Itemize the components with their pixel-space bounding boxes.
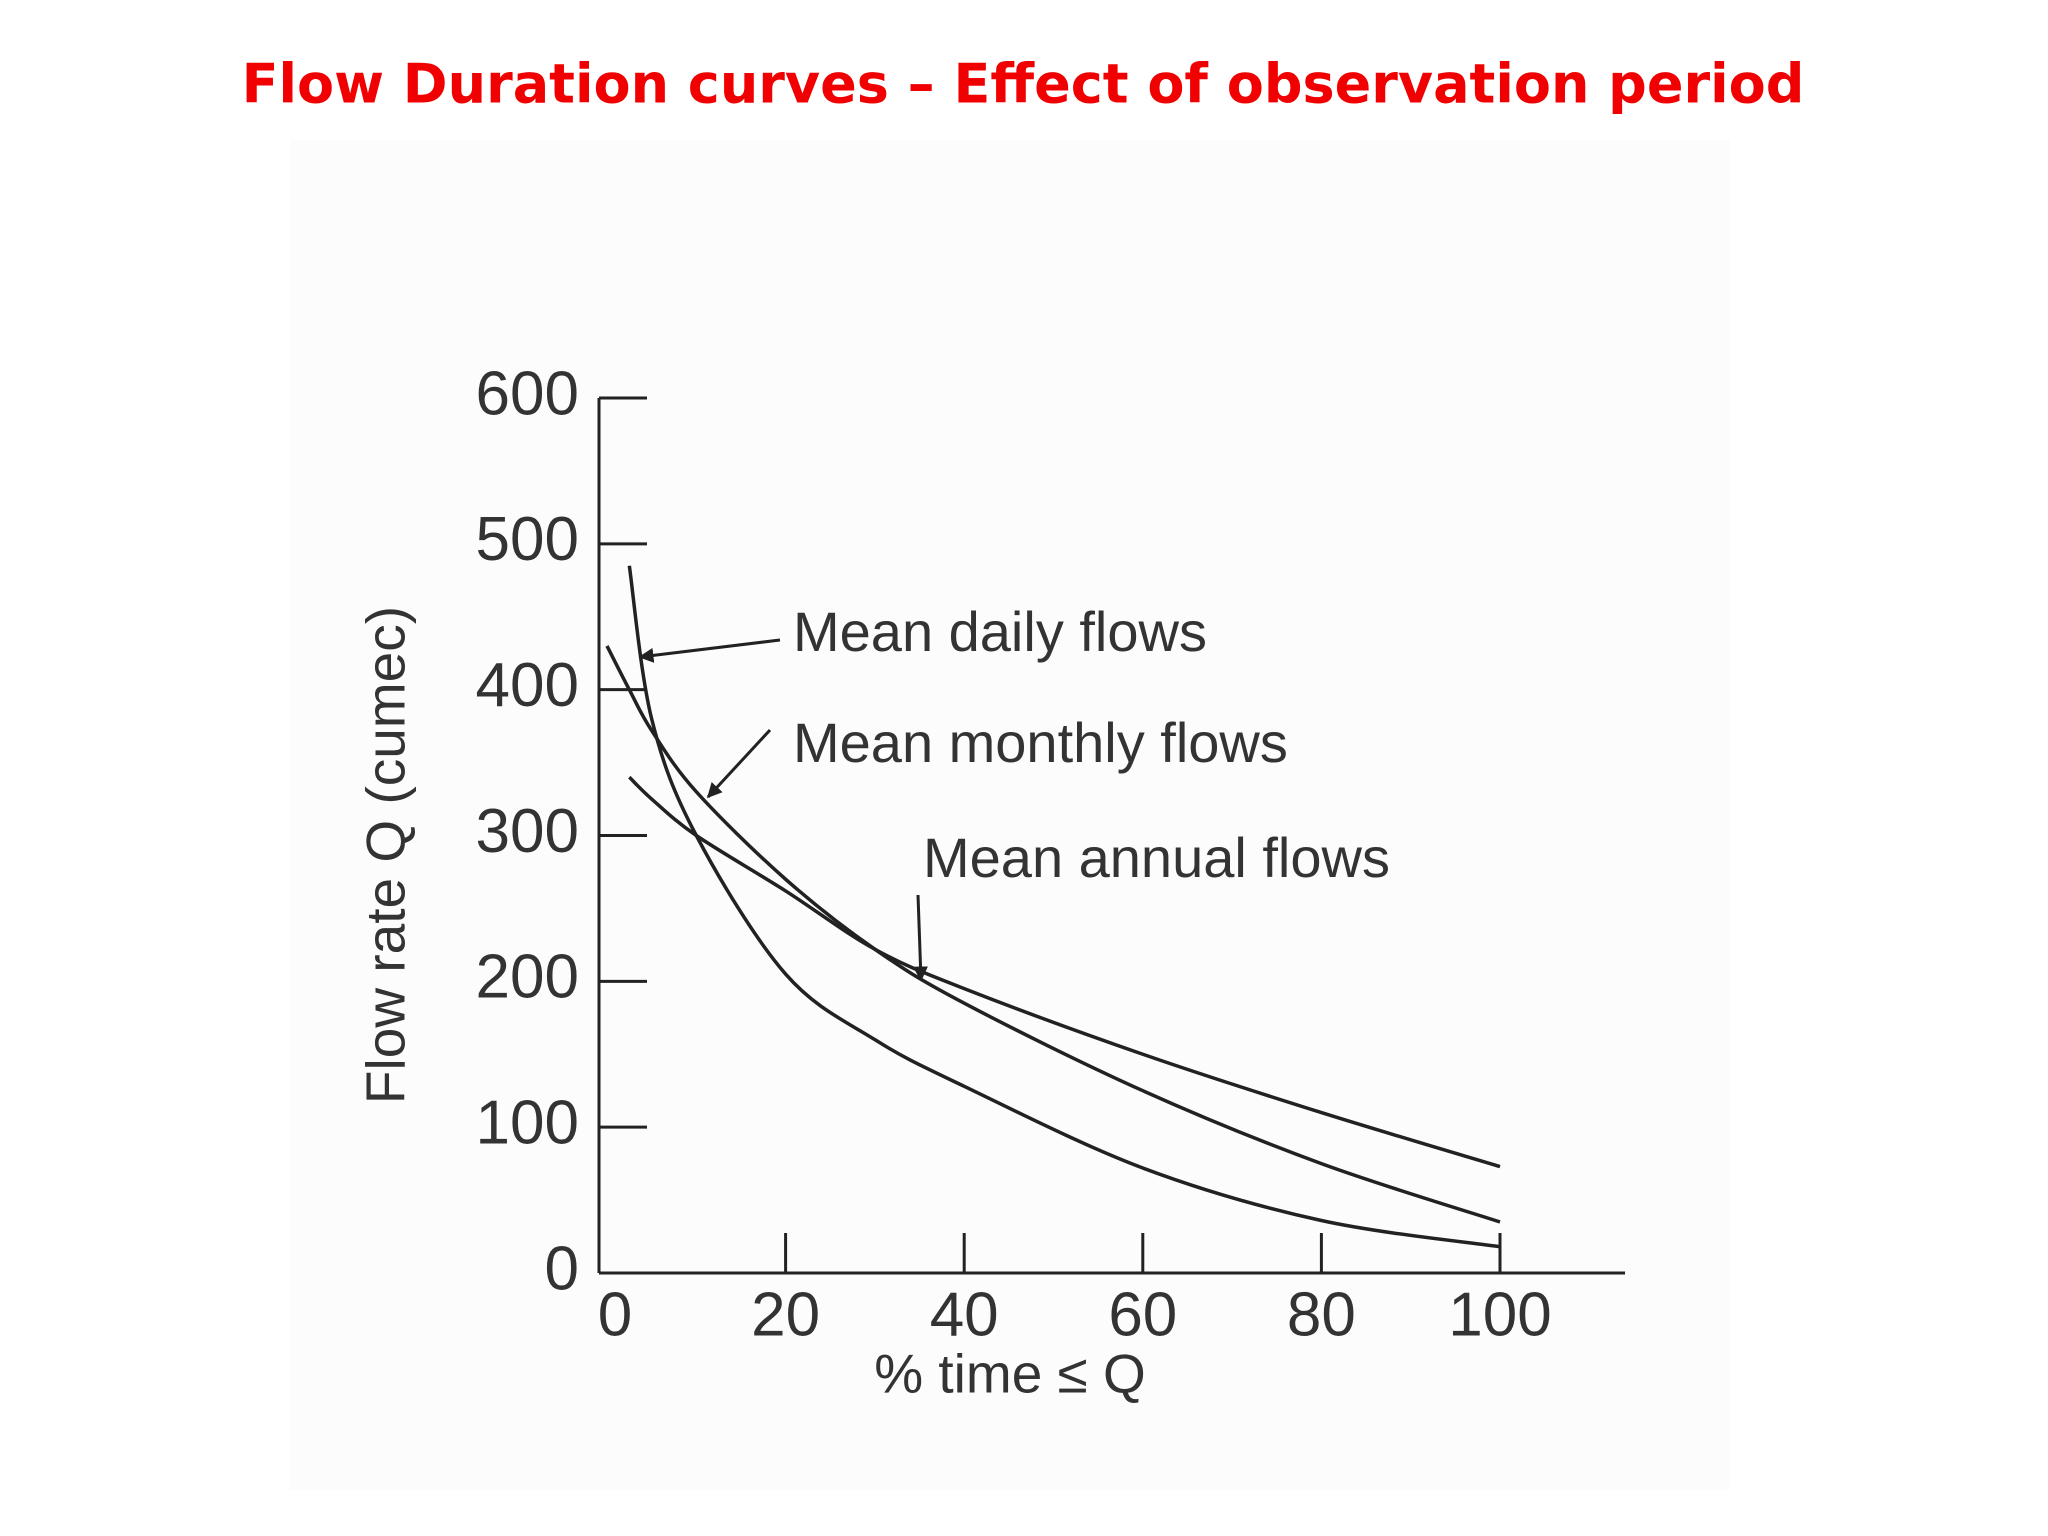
curve-label: Mean monthly flows [793, 711, 1288, 774]
curve-label: Mean annual flows [923, 826, 1390, 889]
y-tick-label: 600 [476, 359, 579, 428]
x-tick-label: 60 [1108, 1280, 1177, 1349]
y-tick-label: 400 [476, 651, 579, 720]
curve-label: Mean daily flows [793, 600, 1207, 663]
y-tick-label: 200 [476, 943, 579, 1012]
x-tick-label: 100 [1448, 1280, 1551, 1349]
annotation-arrow [706, 728, 772, 799]
x-axis-label: % time ≤ Q [874, 1343, 1146, 1405]
flow-curve [627, 565, 1501, 1249]
x-tick-label: 0 [598, 1280, 632, 1349]
y-axis-label: Flow rate Q (cumec) [355, 606, 417, 1104]
annotation-arrow [913, 894, 929, 982]
annotation-arrow [638, 638, 781, 663]
y-tick-label: 100 [476, 1089, 579, 1158]
chart-title: Flow Duration curves – Effect of observa… [242, 53, 1805, 116]
x-tick-label: 20 [751, 1280, 820, 1349]
y-tick-label: 300 [476, 797, 579, 866]
figure-background [290, 140, 1730, 1490]
x-tick-label: 40 [930, 1280, 999, 1349]
y-tick-label: 0 [545, 1234, 579, 1303]
x-tick-label: 80 [1287, 1280, 1356, 1349]
y-tick-label: 500 [476, 505, 579, 574]
